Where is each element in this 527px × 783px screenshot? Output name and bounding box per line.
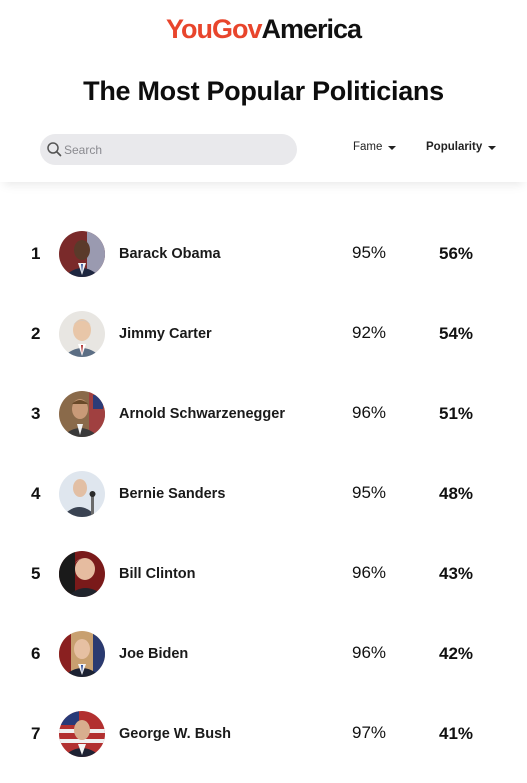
- politician-name[interactable]: Barack Obama: [119, 246, 221, 262]
- list-item[interactable]: 2 Jimmy Carter 92% 54%: [0, 294, 527, 374]
- sort-popularity-label: Popularity: [426, 141, 483, 153]
- politician-name[interactable]: Bernie Sanders: [119, 486, 226, 502]
- fame-value: 95%: [351, 483, 387, 502]
- politician-name[interactable]: Joe Biden: [119, 646, 189, 662]
- logo-america-text: America: [261, 14, 362, 44]
- rank-number: 7: [31, 724, 41, 743]
- fame-value: 92%: [351, 323, 387, 342]
- avatar[interactable]: [59, 631, 105, 677]
- page-title: The Most Popular Politicians: [83, 76, 444, 106]
- rank-number: 6: [31, 644, 41, 663]
- rank-number: 1: [31, 244, 41, 263]
- list-item[interactable]: 3 Arnold Schwarzenegger 96% 51%: [0, 374, 527, 454]
- list-item[interactable]: 5 Bill Clinton 96% 43%: [0, 534, 527, 614]
- avatar[interactable]: [59, 711, 105, 757]
- rank-number: 2: [31, 324, 41, 343]
- popularity-value: 54%: [438, 324, 474, 343]
- rank-number: 4: [31, 484, 41, 503]
- politician-name[interactable]: Arnold Schwarzenegger: [119, 406, 285, 422]
- avatar[interactable]: [59, 391, 105, 437]
- search-input[interactable]: [64, 134, 284, 165]
- logo-you-text: YouGov: [165, 14, 263, 44]
- popularity-value: 43%: [438, 564, 474, 583]
- sort-fame-dropdown[interactable]: Fame: [353, 141, 397, 153]
- header-panel: YouGovAmerica The Most Popular Politicia…: [0, 0, 527, 182]
- rank-number: 3: [31, 404, 41, 423]
- search-icon: [47, 142, 62, 157]
- popularity-value: 42%: [438, 644, 474, 663]
- popularity-value: 48%: [438, 484, 474, 503]
- popularity-value: 56%: [438, 244, 474, 263]
- chevron-down-icon: [488, 145, 497, 150]
- popularity-value: 41%: [438, 724, 474, 743]
- politician-name[interactable]: Jimmy Carter: [119, 326, 212, 342]
- sort-fame-label: Fame: [353, 141, 383, 153]
- list-item[interactable]: 7 George W. Bush 97% 41%: [0, 694, 527, 774]
- politician-name[interactable]: George W. Bush: [119, 726, 231, 742]
- list-item[interactable]: 6 Joe Biden 96% 42%: [0, 614, 527, 694]
- search-box[interactable]: [40, 134, 297, 165]
- rank-number: 5: [31, 564, 41, 583]
- politician-name[interactable]: Bill Clinton: [119, 566, 196, 582]
- list-item[interactable]: 1 Barack Obama 95% 56%: [0, 214, 527, 294]
- chevron-down-icon: [388, 145, 397, 150]
- list-item[interactable]: 4 Bernie Sanders 95% 48%: [0, 454, 527, 534]
- avatar[interactable]: [59, 551, 105, 597]
- popularity-value: 51%: [438, 404, 474, 423]
- yougov-logo[interactable]: YouGovAmerica: [0, 14, 527, 45]
- fame-value: 96%: [351, 563, 387, 582]
- avatar[interactable]: [59, 311, 105, 357]
- avatar[interactable]: [59, 471, 105, 517]
- fame-value: 96%: [351, 643, 387, 662]
- sort-popularity-dropdown[interactable]: Popularity: [426, 141, 497, 153]
- avatar[interactable]: [59, 231, 105, 277]
- fame-value: 95%: [351, 243, 387, 262]
- fame-value: 96%: [351, 403, 387, 422]
- fame-value: 97%: [351, 723, 387, 742]
